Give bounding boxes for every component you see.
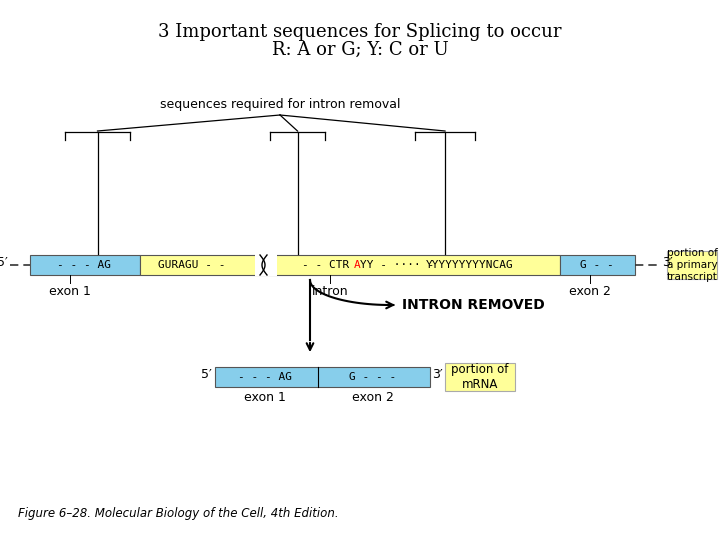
Text: 3′: 3′ [662,256,672,269]
Text: sequences required for intron removal: sequences required for intron removal [160,98,400,111]
Text: YY - ···· -: YY - ···· - [360,260,434,270]
Text: - - CTR: - - CTR [302,260,349,270]
FancyBboxPatch shape [560,255,635,275]
FancyBboxPatch shape [667,251,717,279]
Text: - - - AG: - - - AG [57,260,111,270]
Text: G - - -: G - - - [349,372,397,382]
Text: exon 1: exon 1 [49,285,91,298]
Text: exon 1: exon 1 [244,391,286,404]
FancyBboxPatch shape [140,255,560,275]
FancyBboxPatch shape [30,255,140,275]
Text: Figure 6–28. Molecular Biology of the Cell, 4th Edition.: Figure 6–28. Molecular Biology of the Ce… [18,507,338,520]
FancyBboxPatch shape [255,254,277,276]
Text: G - -: G - - [580,260,614,270]
Text: 5′: 5′ [201,368,212,381]
Text: 5′: 5′ [0,256,8,269]
Text: portion of
a primary
transcript: portion of a primary transcript [667,248,717,281]
Text: INTRON REMOVED: INTRON REMOVED [402,298,545,312]
Text: YYYYYYYYYNCAG: YYYYYYYYYNCAG [426,260,514,270]
Text: GURAGU - -: GURAGU - - [158,260,226,270]
Text: 3′: 3′ [432,368,443,381]
Text: portion of
mRNA: portion of mRNA [451,363,509,391]
Text: 3 Important sequences for Splicing to occur: 3 Important sequences for Splicing to oc… [158,23,562,41]
Text: A: A [354,260,361,270]
FancyBboxPatch shape [215,367,430,387]
Text: exon 2: exon 2 [352,391,394,404]
Text: intron: intron [312,285,348,298]
Text: R: A or G; Y: C or U: R: A or G; Y: C or U [271,41,449,59]
FancyBboxPatch shape [445,363,515,391]
Text: - - - AG: - - - AG [238,372,292,382]
Text: exon 2: exon 2 [569,285,611,298]
